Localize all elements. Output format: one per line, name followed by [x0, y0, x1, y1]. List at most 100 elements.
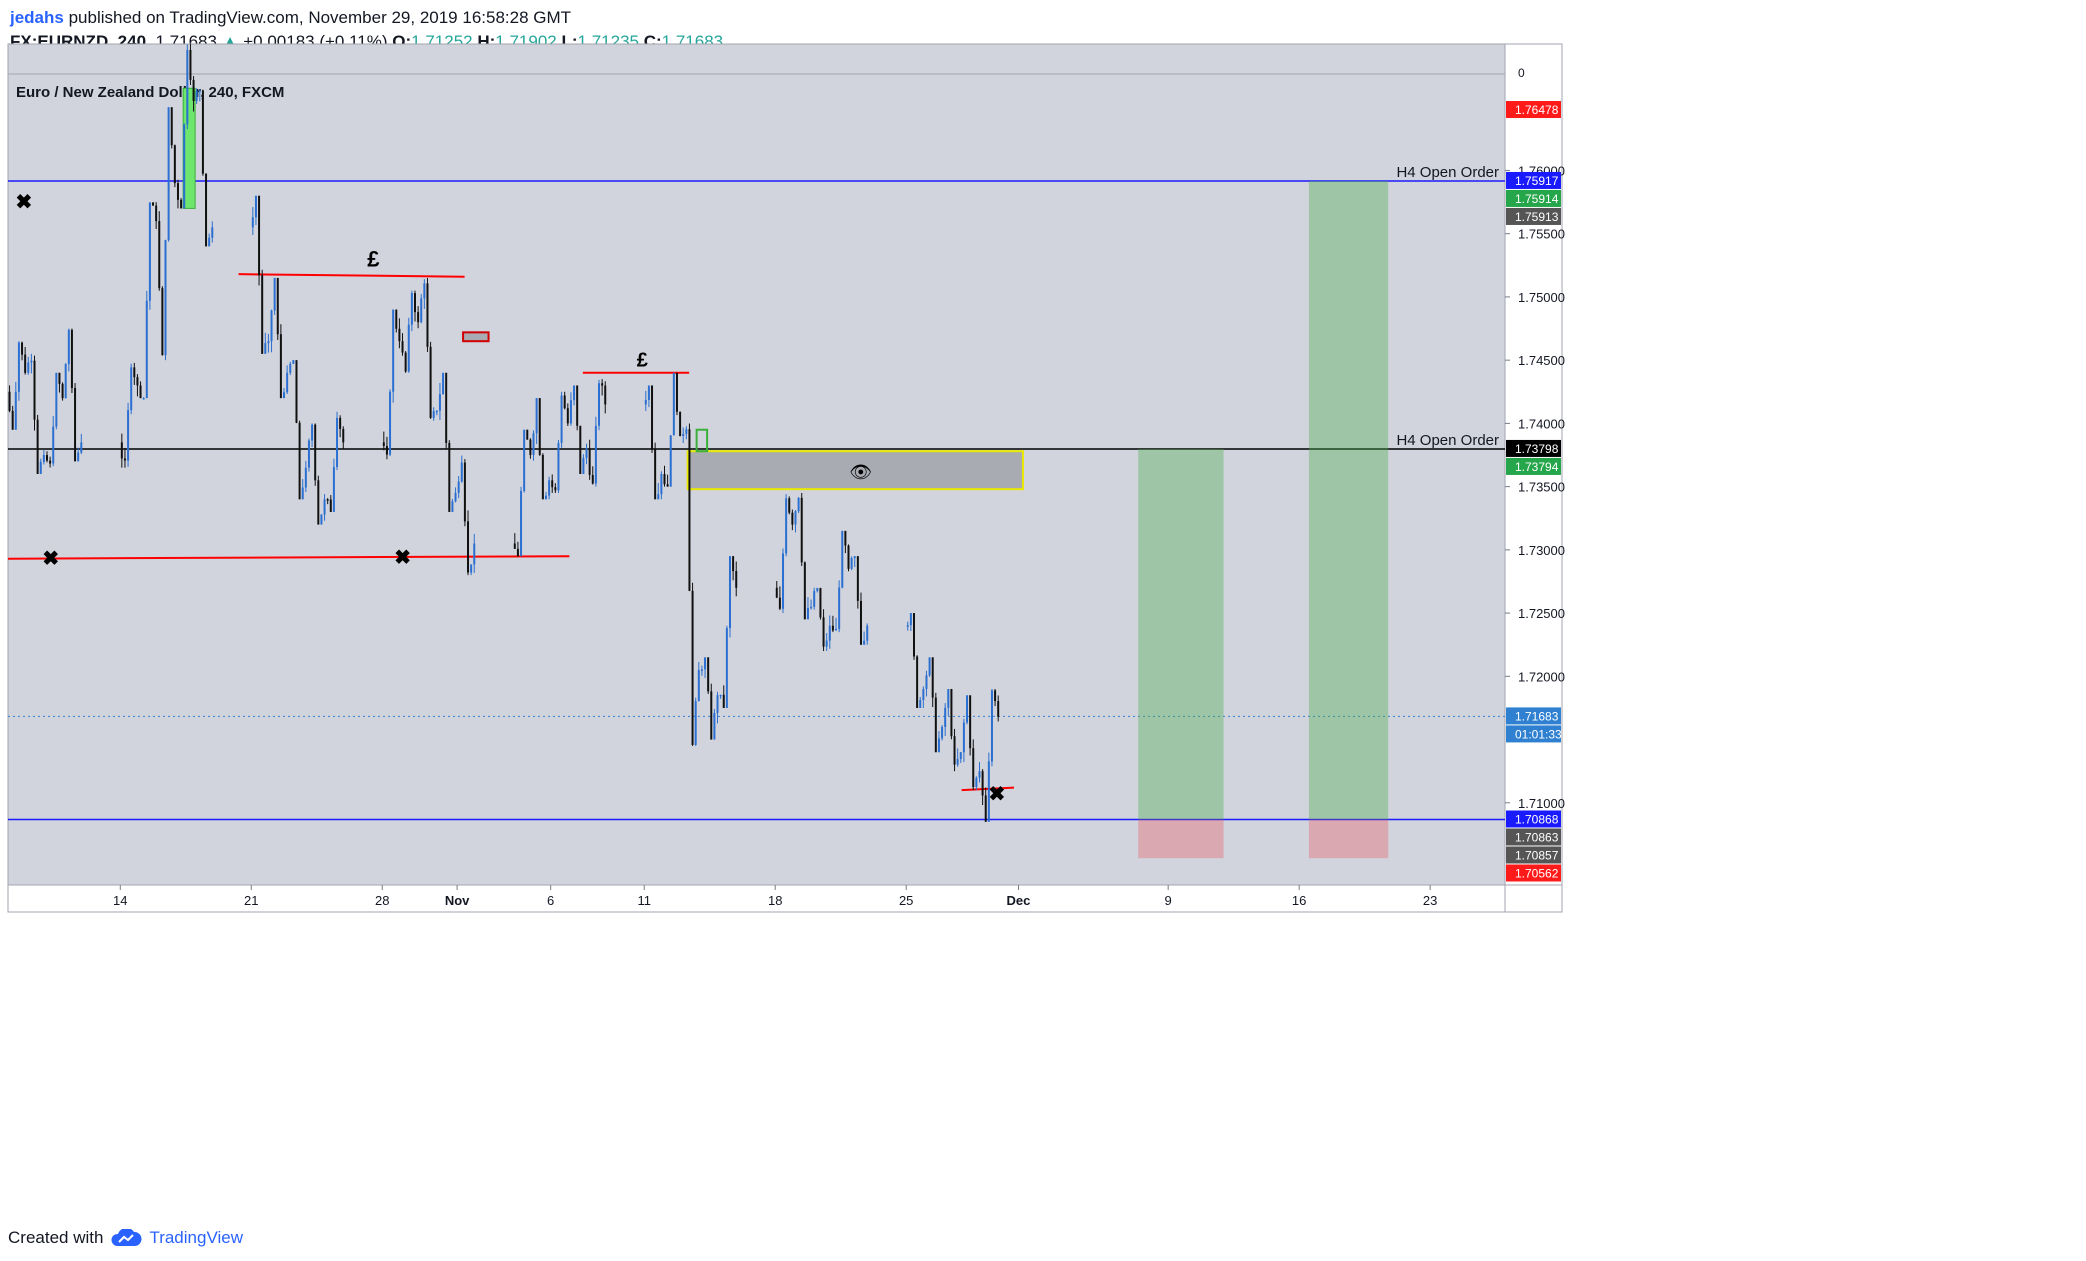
candle-body [526, 429, 529, 440]
candle-body [925, 675, 928, 689]
candle-body [198, 90, 201, 92]
candle-body [385, 445, 388, 455]
candle-body [975, 777, 978, 787]
candle-body [42, 455, 45, 462]
candle-body [563, 395, 566, 409]
candle-body [831, 625, 834, 631]
candle-body [647, 385, 650, 400]
candle-body [847, 545, 850, 569]
chart-title: Euro / New Zealand Dollar, 240, FXCM [16, 84, 284, 101]
candle-body [841, 530, 844, 588]
candle-body [58, 372, 61, 384]
candle-body [404, 352, 407, 372]
candle-body [594, 425, 597, 484]
candle-body [320, 514, 323, 525]
candle-body [323, 499, 326, 515]
candle-body [585, 448, 588, 458]
candle-body [201, 90, 204, 174]
candle-body [850, 557, 853, 569]
candle-body [576, 385, 579, 426]
candle-body [176, 183, 179, 200]
candle-body [713, 712, 716, 740]
publish-line: jedahs published on TradingView.com, Nov… [10, 6, 723, 30]
candle-body [722, 694, 725, 708]
level-label: H4 Open Order [1396, 432, 1499, 449]
author-link[interactable]: jedahs [10, 8, 64, 27]
candle-body [326, 499, 329, 501]
candle-body [813, 591, 816, 607]
y-tick-label: 1.72500 [1518, 606, 1565, 621]
candle-body [189, 49, 192, 80]
candle-body [532, 433, 535, 456]
y-tick-label: 1.73000 [1518, 543, 1565, 558]
candle-body [819, 588, 822, 618]
candle-body [909, 613, 912, 626]
candle-body [27, 362, 30, 373]
x-tick-label: 25 [899, 893, 913, 908]
candle-body [978, 771, 981, 778]
candle-body [426, 283, 429, 347]
candle-body [417, 312, 420, 323]
candle-body [276, 277, 279, 335]
candle-body [981, 771, 984, 796]
price-label-text: 1.70863 [1515, 830, 1559, 844]
target-zone-0 [1138, 448, 1224, 820]
candle-body [30, 360, 33, 363]
candle-body [725, 628, 728, 708]
chart-frame [7, 43, 1563, 913]
price-label-tag [1506, 101, 1561, 119]
target-zone-1 [1308, 180, 1389, 820]
candle-body [835, 628, 838, 631]
candle-body [697, 670, 700, 702]
candle-body [158, 221, 161, 289]
candle-body [145, 300, 148, 399]
candle-body [133, 367, 136, 378]
tradingview-brand[interactable]: TradingView [149, 1228, 243, 1247]
candle-body [410, 293, 413, 325]
candle-body [794, 511, 797, 525]
candle-body [806, 607, 809, 620]
candle-body [142, 398, 145, 400]
candle-body [64, 364, 67, 399]
candle-body [24, 354, 27, 373]
price-label-tag [1506, 171, 1561, 189]
candle-body [566, 408, 569, 424]
candle-body [254, 195, 257, 218]
candle-body [513, 543, 516, 549]
candle-body [654, 448, 657, 500]
candle-body [183, 124, 186, 209]
price-label-tag [1506, 707, 1561, 725]
candle-body [994, 690, 997, 702]
candle-body [669, 435, 672, 487]
candle-body [859, 600, 862, 645]
candle-body [997, 701, 1000, 717]
candle-body [785, 498, 788, 554]
candle-body [208, 237, 211, 247]
candle-body [778, 597, 781, 609]
candle-body [651, 385, 654, 449]
candle-body [314, 424, 317, 481]
candle-body [688, 429, 691, 591]
candle-body [130, 367, 133, 411]
candle-body [535, 398, 538, 434]
candle-body [258, 195, 261, 276]
stop-zone-1 [1308, 819, 1389, 859]
candle-body [195, 91, 198, 101]
candle-body [467, 521, 470, 573]
order-block-red [462, 331, 490, 343]
candle-body [666, 484, 669, 487]
x-tick-label: 21 [244, 893, 258, 908]
pound-marker-4: £ [367, 247, 380, 272]
order-block-green-small [695, 428, 709, 453]
candle-body [420, 298, 423, 323]
candle-body [663, 473, 666, 485]
candle-body [959, 752, 962, 760]
price-label-tag [1506, 457, 1561, 475]
candle-body [520, 490, 523, 557]
support-line [7, 555, 570, 560]
candle-body [604, 385, 607, 405]
candle-body [407, 324, 410, 372]
candle-body [70, 329, 73, 389]
candle-body [173, 145, 176, 184]
